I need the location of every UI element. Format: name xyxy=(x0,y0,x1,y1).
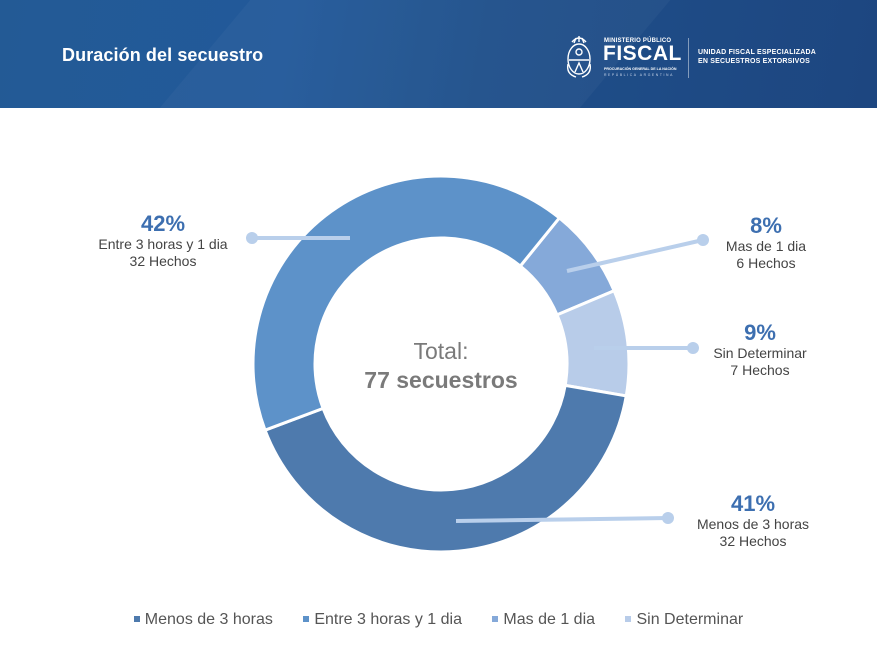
legend-swatch-sin xyxy=(625,615,632,622)
slice-count-mas: 6 Hechos xyxy=(736,255,796,271)
donut-center-label: Total: 77 secuestros xyxy=(341,338,541,395)
slice-label-menos: 41% Menos de 3 horas 32 Hechos xyxy=(673,492,833,550)
leader-dot-mas xyxy=(697,234,709,246)
logo-procuracion: PROCURACIÓN GENERAL DE LA NACIÓN xyxy=(604,67,677,71)
logo-divider xyxy=(688,38,689,78)
legend-label-sin: Sin Determinar xyxy=(636,611,744,628)
page-title: Duración del secuestro xyxy=(62,45,264,65)
legend-item-entre[interactable]: Entre 3 horas y 1 dia xyxy=(303,611,462,629)
slice-percent-entre: 42% xyxy=(140,211,186,236)
unit-name: UNIDAD FISCAL ESPECIALIZADA EN SECUESTRO… xyxy=(698,48,816,66)
legend-swatch-mas xyxy=(492,615,499,622)
slice-label-mas: 8% Mas de 1 dia 6 Hechos xyxy=(686,214,846,272)
ministerio-publico-fiscal-logo: MINISTERIO PÚBLICO FISCAL PROCURACIÓN GE… xyxy=(562,30,842,82)
legend-item-mas[interactable]: Mas de 1 dia xyxy=(492,611,595,629)
logo-fiscal: FISCAL xyxy=(603,42,682,65)
legend-label-mas: Mas de 1 dia xyxy=(503,611,596,628)
legend-item-sin[interactable]: Sin Determinar xyxy=(625,611,743,629)
slice-percent-sin: 9% xyxy=(744,320,776,345)
slice-label-entre: 42% Entre 3 horas y 1 dia 32 Hechos xyxy=(83,212,243,270)
coat-of-arms-icon xyxy=(566,36,592,78)
legend-label-menos: Menos de 3 horas xyxy=(144,611,273,628)
unit-line-1: UNIDAD FISCAL ESPECIALIZADA xyxy=(698,49,817,56)
total-value: 77 secuestros xyxy=(364,367,518,393)
chart-legend: Menos de 3 horas Entre 3 horas y 1 dia M… xyxy=(0,611,877,629)
legend-swatch-menos xyxy=(133,615,140,622)
slice-count-menos: 32 Hechos xyxy=(719,533,787,549)
slice-name-menos: Menos de 3 horas xyxy=(696,516,810,532)
logo-republica: REPÚBLICA ARGENTINA xyxy=(604,73,674,77)
total-label: Total: xyxy=(413,338,469,364)
leader-dot-sin xyxy=(687,342,699,354)
slice-label-sin: 9% Sin Determinar 7 Hechos xyxy=(680,321,840,379)
logo-ministerio-publico: MINISTERIO PÚBLICO xyxy=(604,38,672,44)
legend-item-menos[interactable]: Menos de 3 horas xyxy=(133,611,273,629)
slice-percent-mas: 8% xyxy=(750,213,782,238)
header-banner: Duración del secuestro MINISTERIO PÚBLIC… xyxy=(0,0,877,108)
leader-line-menos xyxy=(455,516,669,523)
leader-dot-menos xyxy=(662,512,674,524)
legend-swatch-entre xyxy=(303,615,310,622)
slice-name-mas: Mas de 1 dia xyxy=(725,238,807,254)
slice-name-entre: Entre 3 horas y 1 dia xyxy=(98,236,228,252)
unit-line-2: EN SECUESTROS EXTORSIVOS xyxy=(698,58,811,65)
slice-count-sin: 7 Hechos xyxy=(730,362,790,378)
slice-count-entre: 32 Hechos xyxy=(129,253,197,269)
leader-line-mas xyxy=(566,238,704,273)
legend-label-entre: Entre 3 horas y 1 dia xyxy=(314,611,462,628)
leader-dot-entre xyxy=(246,232,258,244)
slice-name-sin: Sin Determinar xyxy=(713,345,807,361)
slice-percent-menos: 41% xyxy=(730,491,776,516)
